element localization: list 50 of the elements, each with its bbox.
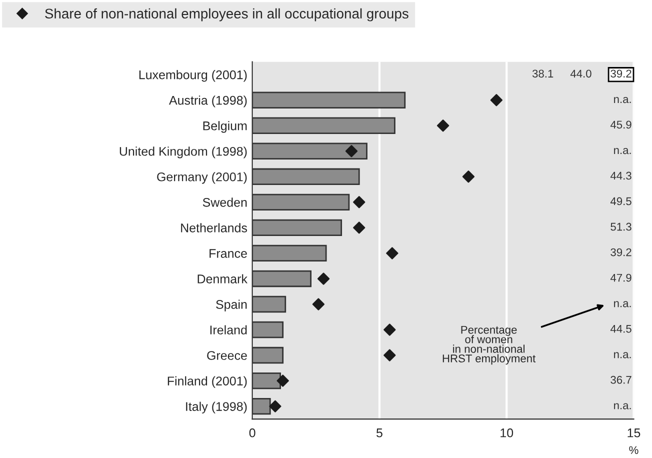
x-tick-label: 15 [628, 428, 640, 438]
y-tick-label: Greece [207, 351, 247, 360]
annotation: n.a. [614, 352, 631, 358]
y-tick-label: Luxembourg (2001) [139, 70, 247, 82]
point [345, 145, 358, 158]
point [384, 324, 396, 336]
annotation: 39.2 [610, 248, 632, 256]
point [353, 196, 366, 208]
y-tick-label: United Kingdom (1998) [120, 146, 247, 158]
x-tick-label: 0 [249, 428, 256, 438]
y-tick-label: Ireland [210, 325, 247, 334]
point [384, 349, 396, 362]
point [490, 94, 503, 106]
annotation: 44.5 [610, 324, 632, 333]
x-axis-title: % [629, 446, 638, 454]
annotation: 45.9 [610, 120, 632, 129]
point [317, 272, 330, 285]
y-tick-label: Spain [216, 300, 247, 312]
annotation: n.a. [614, 301, 631, 308]
y-tick-label: Sweden [202, 198, 247, 207]
x-tick-label: 5 [376, 428, 382, 438]
annotation: n.a. [614, 97, 631, 104]
x-tick-label: 10 [500, 428, 514, 438]
annotation: 44.0 [570, 70, 592, 78]
point [269, 400, 282, 412]
legend-label: Share of non-national employees in all occupational groups [45, 8, 408, 22]
annotation: Percentage of women in non-national HRST employment [442, 326, 536, 365]
annotation: 47.9 [610, 274, 632, 282]
point [312, 298, 325, 310]
annotation: 36.7 [610, 376, 632, 384]
y-tick-label: Austria (1998) [168, 96, 247, 108]
annotation: 39.2 [610, 70, 632, 78]
y-tick-label: Denmark [198, 274, 248, 284]
y-tick-label: Netherlands [181, 223, 248, 232]
point [436, 120, 450, 132]
point [462, 170, 475, 183]
annotation: 44.3 [610, 172, 632, 180]
annotation: 38.1 [532, 70, 554, 78]
y-tick-label: Germany (2001) [157, 172, 247, 184]
annotation: 51.3 [610, 222, 632, 231]
annotation: n.a. [614, 148, 631, 154]
point [353, 222, 366, 234]
y-tick-label: Italy (1998) [186, 402, 247, 414]
point [386, 247, 398, 260]
y-tick-label: France [210, 249, 247, 258]
annotation: 49.5 [610, 197, 632, 206]
point [276, 374, 289, 387]
annotation: n.a. [614, 403, 631, 410]
y-tick-label: Belgium [203, 121, 247, 133]
y-tick-label: Finland (2001) [168, 376, 247, 388]
